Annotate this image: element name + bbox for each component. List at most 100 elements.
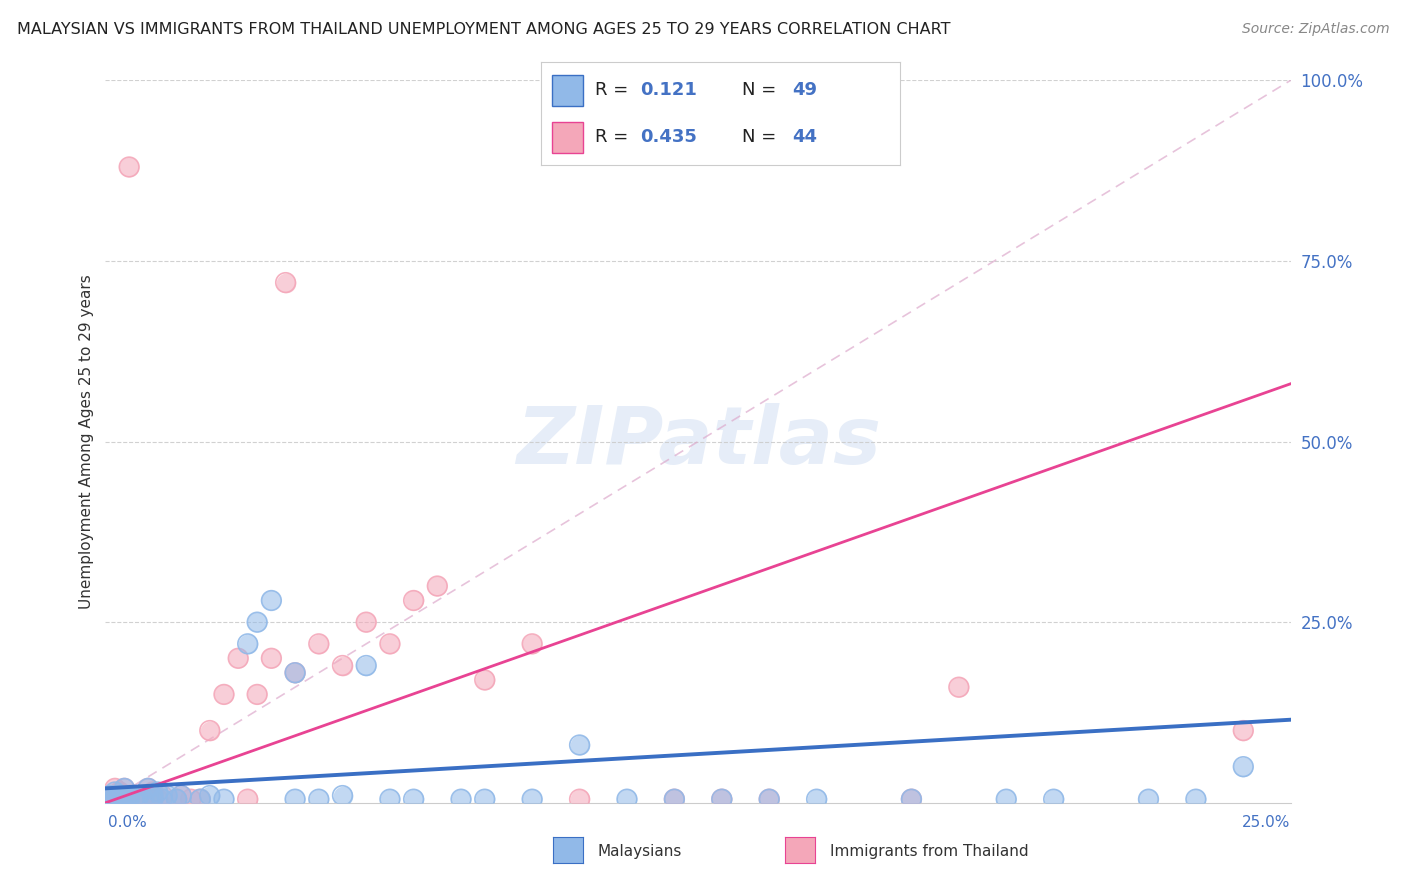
Point (180, 792, 202, 806)
Point (308, 792, 330, 806)
Point (710, 792, 733, 806)
Point (166, 792, 188, 806)
Point (332, 789, 354, 803)
Point (122, 792, 145, 806)
Text: N =: N = (742, 128, 782, 146)
Point (226, 651, 249, 665)
Point (284, 665, 307, 680)
Text: N =: N = (742, 81, 782, 99)
Text: ZIPatlas: ZIPatlas (516, 402, 880, 481)
Point (132, 792, 155, 806)
Point (98, 789, 121, 803)
Point (104, 781, 127, 796)
Point (112, 781, 135, 796)
Point (122, 792, 145, 806)
Point (170, 789, 193, 803)
Point (212, 792, 235, 806)
Point (308, 637, 330, 651)
FancyBboxPatch shape (553, 122, 582, 153)
Point (142, 785, 165, 799)
Text: 0.121: 0.121 (640, 81, 697, 99)
Point (758, 792, 780, 806)
Point (284, 665, 307, 680)
Point (354, 658, 377, 673)
Point (1232, 723, 1254, 738)
Point (142, 792, 165, 806)
Point (226, 651, 249, 665)
Point (128, 792, 150, 806)
Point (474, 792, 496, 806)
Point (710, 792, 733, 806)
Point (378, 637, 401, 651)
Point (474, 673, 496, 687)
Point (246, 687, 269, 701)
Point (402, 792, 425, 806)
Point (450, 792, 472, 806)
Point (236, 792, 259, 806)
Point (274, 276, 297, 290)
Point (1232, 760, 1254, 774)
Point (132, 789, 155, 803)
Point (188, 792, 211, 806)
Text: Malaysians: Malaysians (598, 845, 682, 859)
Point (426, 579, 449, 593)
Point (1232, 723, 1254, 738)
Point (1042, 792, 1064, 806)
Point (284, 665, 307, 680)
Point (198, 723, 221, 738)
Point (900, 792, 922, 806)
Point (104, 792, 127, 806)
Point (108, 792, 131, 806)
Point (260, 593, 283, 607)
Point (156, 789, 179, 803)
Text: 49: 49 (793, 81, 817, 99)
Point (166, 792, 188, 806)
Point (246, 615, 269, 630)
Point (1232, 760, 1254, 774)
Point (284, 665, 307, 680)
Point (284, 792, 307, 806)
Point (806, 792, 828, 806)
Point (664, 792, 686, 806)
Point (1137, 792, 1160, 806)
Point (188, 792, 211, 806)
Point (112, 781, 135, 796)
Point (284, 792, 307, 806)
Point (142, 789, 165, 803)
Point (118, 792, 141, 806)
Point (150, 789, 173, 803)
Point (104, 781, 127, 796)
Point (354, 615, 377, 630)
Point (98, 792, 121, 806)
Point (900, 792, 922, 806)
Point (616, 792, 638, 806)
Point (948, 680, 970, 694)
Point (142, 785, 165, 799)
Point (260, 651, 283, 665)
Point (260, 593, 283, 607)
Point (758, 792, 780, 806)
Point (1185, 792, 1208, 806)
Point (170, 789, 193, 803)
Point (156, 789, 179, 803)
Point (1137, 792, 1160, 806)
Point (568, 792, 591, 806)
Point (354, 615, 377, 630)
Point (170, 789, 193, 803)
Point (212, 687, 235, 701)
Point (136, 781, 159, 796)
Point (112, 792, 135, 806)
Point (332, 658, 354, 673)
Point (118, 789, 141, 803)
Point (122, 792, 145, 806)
Point (118, 789, 141, 803)
Point (520, 637, 543, 651)
Point (995, 792, 1018, 806)
Point (118, 789, 141, 803)
Point (146, 792, 169, 806)
Point (474, 792, 496, 806)
Point (426, 579, 449, 593)
Point (616, 792, 638, 806)
Point (112, 792, 135, 806)
Point (108, 792, 131, 806)
